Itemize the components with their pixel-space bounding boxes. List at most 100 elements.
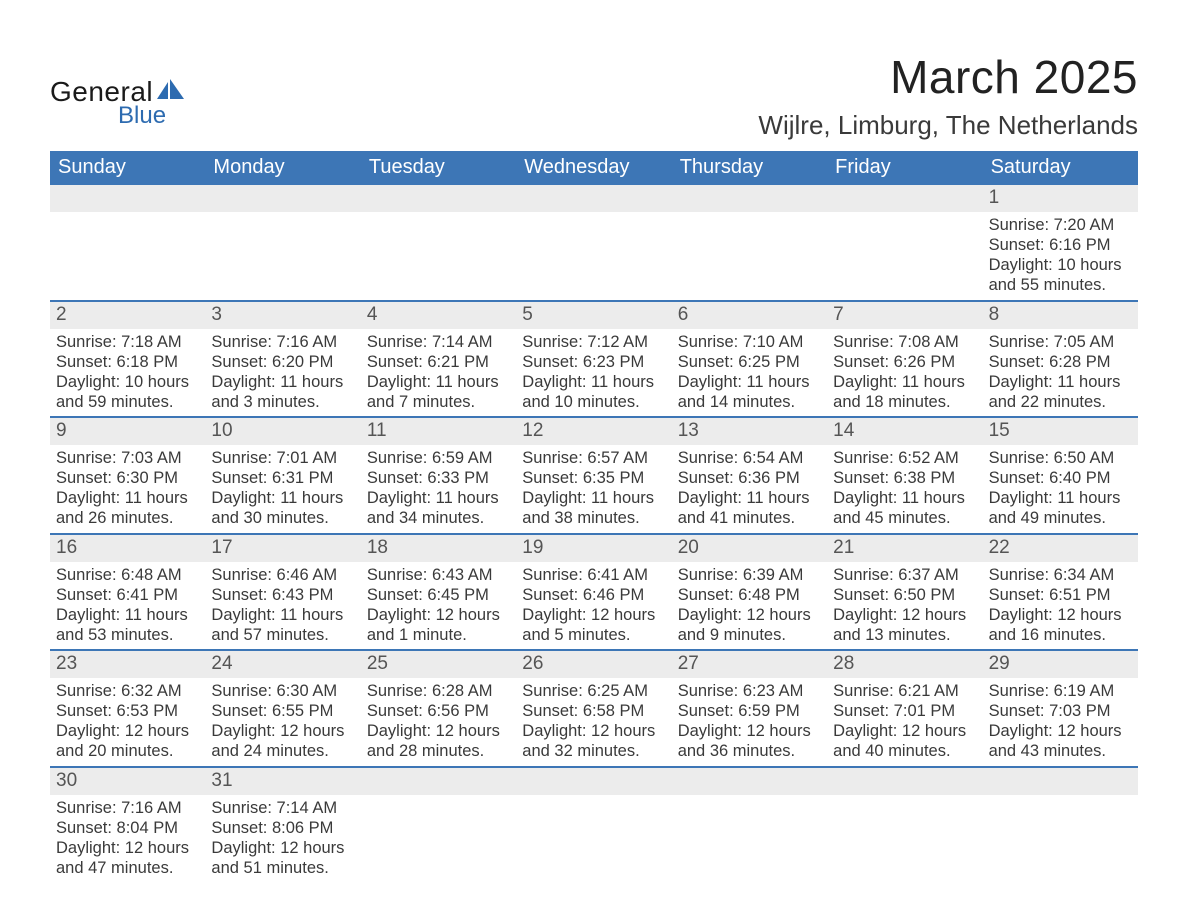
day-number: 27 xyxy=(672,649,827,678)
daylight1-text: Daylight: 11 hours xyxy=(56,605,199,625)
daylight1-text: Daylight: 12 hours xyxy=(522,605,665,625)
cell-body: Sunrise: 6:59 AMSunset: 6:33 PMDaylight:… xyxy=(361,445,516,533)
cell-body: Sunrise: 7:10 AMSunset: 6:25 PMDaylight:… xyxy=(672,329,827,417)
day-number: 18 xyxy=(361,533,516,562)
calendar-cell: 9Sunrise: 7:03 AMSunset: 6:30 PMDaylight… xyxy=(50,416,205,533)
cell-body xyxy=(361,795,516,802)
daylight2-text: and 40 minutes. xyxy=(833,741,976,761)
daylight1-text: Daylight: 11 hours xyxy=(833,372,976,392)
calendar-cell: 30 Sunrise: 7:16 AMSunset: 8:04 PMDayligh… xyxy=(50,766,205,883)
sunset-text: Sunset: 6:50 PM xyxy=(833,585,976,605)
calendar-cell xyxy=(827,185,982,300)
day-header-monday: Monday xyxy=(205,151,360,185)
day-number: 8 xyxy=(983,300,1138,329)
week-row: 30Sunrise: 7:16 AMSunset: 8:04 PMDayligh… xyxy=(50,766,1138,883)
calendar-cell: 20Sunrise: 6:39 AMSunset: 6:48 PMDayligh… xyxy=(672,533,827,650)
daylight2-text: and 49 minutes. xyxy=(989,508,1132,528)
cell-body: Sunrise: 6:43 AMSunset: 6:45 PMDaylight:… xyxy=(361,562,516,650)
sunset-text: Sunset: 6:41 PM xyxy=(56,585,199,605)
sunset-text: Sunset: 6:16 PM xyxy=(989,235,1132,255)
calendar-cell: 14Sunrise: 6:52 AMSunset: 6:38 PMDayligh… xyxy=(827,416,982,533)
calendar-cell: 1Sunrise: 7:20 AMSunset: 6:16 PMDaylight… xyxy=(983,185,1138,300)
day-number: 11 xyxy=(361,416,516,445)
daylight2-text: and 59 minutes. xyxy=(56,392,199,412)
calendar-cell: 11Sunrise: 6:59 AMSunset: 6:33 PMDayligh… xyxy=(361,416,516,533)
daylight1-text: Daylight: 11 hours xyxy=(522,488,665,508)
calendar-cell: 27Sunrise: 6:23 AMSunset: 6:59 PMDayligh… xyxy=(672,649,827,766)
daylight2-text: and 18 minutes. xyxy=(833,392,976,412)
calendar-cell: 15Sunrise: 6:50 AMSunset: 6:40 PMDayligh… xyxy=(983,416,1138,533)
sunrise-text: Sunrise: 7:16 AM xyxy=(56,798,199,818)
day-number: 31 xyxy=(205,766,360,795)
calendar-cell xyxy=(50,185,205,300)
daylight1-text: Daylight: 12 hours xyxy=(56,838,199,858)
day-number: 24 xyxy=(205,649,360,678)
cell-body xyxy=(983,795,1138,802)
daylight1-text: Daylight: 12 hours xyxy=(678,721,821,741)
cell-body: Sunrise: 7:14 AMSunset: 8:06 PMDaylight:… xyxy=(205,795,360,883)
calendar-cell: 21Sunrise: 6:37 AMSunset: 6:50 PMDayligh… xyxy=(827,533,982,650)
day-number xyxy=(672,766,827,795)
daylight1-text: Daylight: 12 hours xyxy=(989,605,1132,625)
daylight2-text: and 9 minutes. xyxy=(678,625,821,645)
day-header-friday: Friday xyxy=(827,151,982,185)
day-number: 30 xyxy=(50,766,205,795)
cell-body: Sunrise: 7:20 AMSunset: 6:16 PMDaylight:… xyxy=(983,212,1138,300)
cell-body xyxy=(50,212,205,219)
sunrise-text: Sunrise: 6:37 AM xyxy=(833,565,976,585)
day-number xyxy=(516,766,671,795)
sunset-text: Sunset: 6:28 PM xyxy=(989,352,1132,372)
daylight1-text: Daylight: 11 hours xyxy=(211,488,354,508)
cell-body: Sunrise: 6:50 AMSunset: 6:40 PMDaylight:… xyxy=(983,445,1138,533)
daylight2-text: and 57 minutes. xyxy=(211,625,354,645)
sunrise-text: Sunrise: 6:25 AM xyxy=(522,681,665,701)
day-number: 20 xyxy=(672,533,827,562)
day-number xyxy=(50,185,205,212)
cell-body: Sunrise: 6:34 AMSunset: 6:51 PMDaylight:… xyxy=(983,562,1138,650)
daylight2-text: and 20 minutes. xyxy=(56,741,199,761)
day-header-thursday: Thursday xyxy=(672,151,827,185)
cell-body: Sunrise: 7:14 AMSunset: 6:21 PMDaylight:… xyxy=(361,329,516,417)
daylight2-text: and 5 minutes. xyxy=(522,625,665,645)
daylight2-text: and 38 minutes. xyxy=(522,508,665,528)
cell-body: Sunrise: 6:46 AMSunset: 6:43 PMDaylight:… xyxy=(205,562,360,650)
calendar-cell xyxy=(672,766,827,883)
daylight2-text: and 41 minutes. xyxy=(678,508,821,528)
sunset-text: Sunset: 8:06 PM xyxy=(211,818,354,838)
daylight1-text: Daylight: 11 hours xyxy=(989,488,1132,508)
daylight2-text: and 1 minute. xyxy=(367,625,510,645)
daylight1-text: Daylight: 11 hours xyxy=(367,488,510,508)
month-title: March 2025 xyxy=(758,50,1138,104)
cell-body xyxy=(205,212,360,219)
calendar-cell xyxy=(672,185,827,300)
sunrise-text: Sunrise: 6:28 AM xyxy=(367,681,510,701)
daylight1-text: Daylight: 12 hours xyxy=(211,838,354,858)
calendar-cell: 24Sunrise: 6:30 AMSunset: 6:55 PMDayligh… xyxy=(205,649,360,766)
calendar-cell xyxy=(516,185,671,300)
sunrise-text: Sunrise: 6:54 AM xyxy=(678,448,821,468)
daylight1-text: Daylight: 11 hours xyxy=(833,488,976,508)
sunset-text: Sunset: 6:21 PM xyxy=(367,352,510,372)
calendar-cell: 29Sunrise: 6:19 AMSunset: 7:03 PMDayligh… xyxy=(983,649,1138,766)
calendar-cell: 8Sunrise: 7:05 AMSunset: 6:28 PMDaylight… xyxy=(983,300,1138,417)
day-number: 13 xyxy=(672,416,827,445)
sunset-text: Sunset: 6:45 PM xyxy=(367,585,510,605)
daylight1-text: Daylight: 12 hours xyxy=(367,605,510,625)
day-number xyxy=(827,766,982,795)
sunset-text: Sunset: 7:01 PM xyxy=(833,701,976,721)
week-row: 23Sunrise: 6:32 AMSunset: 6:53 PMDayligh… xyxy=(50,649,1138,766)
sunset-text: Sunset: 8:04 PM xyxy=(56,818,199,838)
sunrise-text: Sunrise: 7:14 AM xyxy=(367,332,510,352)
sunrise-text: Sunrise: 6:30 AM xyxy=(211,681,354,701)
day-number xyxy=(361,185,516,212)
daylight2-text: and 36 minutes. xyxy=(678,741,821,761)
cell-body xyxy=(516,795,671,802)
sunrise-text: Sunrise: 6:43 AM xyxy=(367,565,510,585)
sunset-text: Sunset: 6:20 PM xyxy=(211,352,354,372)
sunrise-text: Sunrise: 7:20 AM xyxy=(989,215,1132,235)
day-number: 10 xyxy=(205,416,360,445)
day-number xyxy=(672,185,827,212)
day-number: 3 xyxy=(205,300,360,329)
cell-body xyxy=(672,795,827,802)
sunrise-text: Sunrise: 6:21 AM xyxy=(833,681,976,701)
